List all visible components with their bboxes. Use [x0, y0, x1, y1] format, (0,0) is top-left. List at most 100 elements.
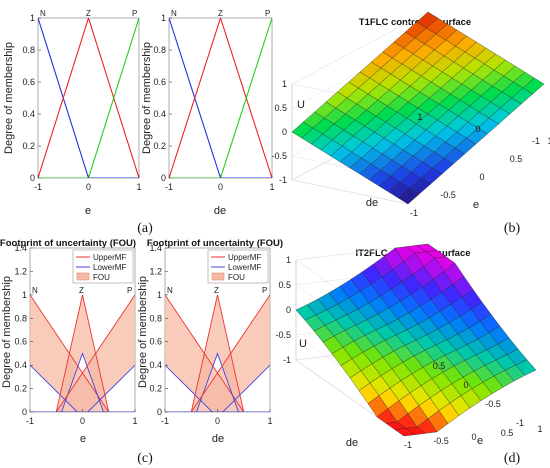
y-tick-label: 0: [30, 173, 35, 183]
ylabel-a2: Degree of membership: [141, 42, 153, 154]
mf-label-n: N: [167, 286, 173, 295]
caption-d: (d): [504, 451, 521, 466]
series-n: [38, 18, 139, 178]
y-tick-label: 1: [30, 13, 35, 23]
y-tick-label: 0.6: [14, 337, 27, 347]
x-tick-label: -0.5: [440, 190, 456, 200]
y-tick-label: -1: [516, 418, 524, 428]
x-tick-label: 0: [471, 432, 476, 442]
x-tick-label: -0.5: [433, 436, 449, 446]
legend-label-upper: UpperMF: [93, 253, 126, 262]
xlabel-b: e: [473, 199, 479, 211]
upper-mf-p: [190, 294, 270, 412]
legend-label-fou: FOU: [93, 273, 110, 282]
xlabel-c1: e: [80, 433, 86, 445]
lower-mf-n: [165, 364, 213, 412]
legend-label-fou: FOU: [228, 273, 245, 282]
y-tick-label: 1: [417, 112, 422, 122]
upper-mf-z: [55, 294, 110, 412]
z-tick-label: -1: [279, 175, 287, 185]
z-tick-label: 1: [282, 79, 287, 89]
title-c2: Footprint of uncertainty (FOU): [147, 238, 283, 249]
y-tick-label: 0.6: [149, 337, 162, 347]
y-tick-label: 1.2: [14, 266, 27, 276]
upper-mf-z: [190, 294, 245, 412]
mf-label-p: P: [127, 286, 132, 295]
x-tick-label: -1: [26, 416, 34, 426]
chart-c1: Footprint of uncertainty (FOU) -1 0 100.20…: [0, 238, 138, 445]
legend-label-upper: UpperMF: [228, 253, 261, 262]
y-tick-label: 0: [22, 407, 27, 417]
mf-label-p: P: [265, 9, 270, 18]
series-p: [38, 18, 139, 178]
mf-label-n: N: [40, 9, 46, 18]
mf-label-z: Z: [86, 9, 91, 18]
mf-label-p: P: [262, 286, 267, 295]
x-tick-label: 0.5: [501, 428, 514, 438]
y-tick-label: 0.2: [22, 141, 35, 151]
y-tick-label: 1: [157, 290, 162, 300]
x-tick-label: 1: [267, 416, 272, 426]
legend-label-lower: LowerMF: [228, 263, 261, 272]
y-tick-label: 0.2: [14, 384, 27, 394]
chart-a2: -1 0 100.20.40.60.81 N Z P de Degree of me…: [141, 9, 275, 217]
x-tick-label: 0.5: [510, 154, 523, 164]
chart-d: IT2FLC controller surface -1-0.500.51-1-…: [275, 243, 543, 450]
ylabel-a1: Degree of membership: [3, 42, 15, 154]
z-tick-label: 0.5: [274, 103, 287, 113]
x-tick-label: 1: [132, 416, 137, 426]
axes-a2: [168, 17, 273, 179]
legend-swatch-fou: [211, 272, 225, 281]
zlabel-b: U: [297, 99, 305, 111]
y-tick-label: 1: [161, 13, 166, 23]
y-tick-label: -1: [532, 136, 540, 146]
lower-mf-p: [222, 364, 270, 412]
y-tick-label: 0.6: [22, 77, 35, 87]
lower-mf-p: [87, 364, 135, 412]
y-tick-label: 0.4: [153, 109, 166, 119]
series-p: [169, 18, 272, 178]
x-tick-label: 1: [269, 182, 274, 192]
z-tick-label: -0.5: [271, 151, 287, 161]
x-tick-label: 0: [479, 172, 484, 182]
series-n: [169, 18, 272, 178]
y-tick-label: 0: [161, 173, 166, 183]
y-tick-label: 0: [157, 407, 162, 417]
axes-a1: [37, 17, 140, 179]
series-z: [169, 18, 272, 178]
ylabel-c2: Degree of membership: [137, 276, 149, 388]
x-tick-label: 0: [80, 416, 85, 426]
upper-mf-p: [55, 294, 135, 412]
series-z: [38, 18, 139, 178]
surface-patch: [291, 121, 314, 139]
y-tick-label: 0.2: [149, 384, 162, 394]
surface-patch: [515, 359, 537, 376]
lower-mf-n: [30, 364, 78, 412]
y-tick-label: 0.8: [22, 45, 35, 55]
zlabel-d: U: [299, 338, 307, 350]
mf-label-z: Z: [218, 9, 223, 18]
chart-c2: Footprint of uncertainty (FOU) -1 0 100.20…: [137, 238, 283, 445]
z-tick-label: 0.5: [278, 280, 291, 290]
mf-label-z: Z: [79, 286, 84, 295]
z-tick-label: -0.5: [275, 330, 291, 340]
x-tick-label: -1: [410, 208, 418, 218]
ylabel-b: de: [366, 197, 378, 209]
x-tick-label: 0: [218, 182, 223, 192]
y-tick-label: 0.4: [22, 109, 35, 119]
y-tick-label: 1.4: [149, 243, 162, 253]
lower-mf-z: [61, 352, 104, 412]
x-tick-label: 0: [86, 182, 91, 192]
z-tick-label: 0: [286, 305, 291, 315]
mf-label-n: N: [171, 9, 177, 18]
ylabel-d: de: [346, 437, 358, 449]
x-tick-label: 0: [215, 416, 220, 426]
y-tick-label: 0.8: [14, 313, 27, 323]
y-tick-label: 0.4: [14, 360, 27, 370]
chart-b: T1FLC controller surface -1 -0.5 0 0.5 1 -1 -0…: [271, 11, 550, 218]
y-tick-label: 0.5: [433, 361, 446, 371]
x-tick-label: 1: [547, 136, 550, 146]
y-tick-label: 0: [475, 124, 480, 134]
